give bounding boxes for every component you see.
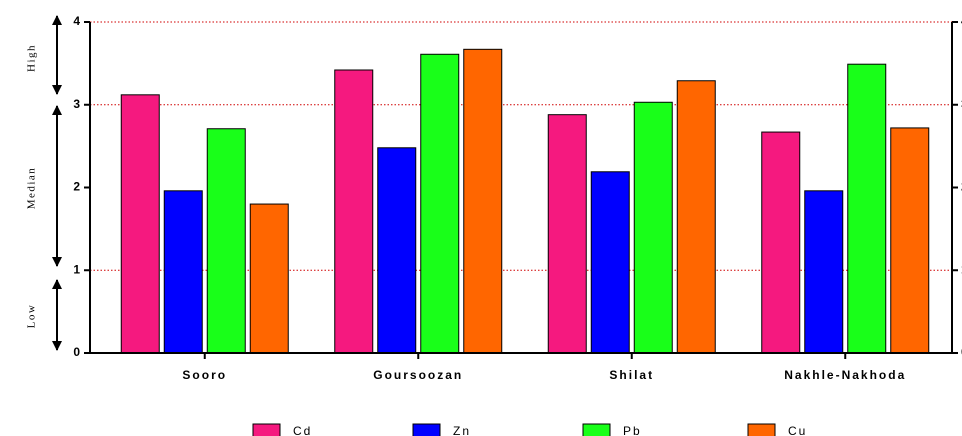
x-tick-label: Goursoozan	[373, 368, 463, 382]
bar	[590, 171, 630, 354]
legend-swatch	[747, 423, 776, 436]
bar	[633, 101, 673, 354]
x-tick-label: Shilat	[609, 368, 654, 382]
legend-label: Cd	[293, 424, 312, 436]
bar	[847, 63, 887, 354]
bar	[377, 147, 417, 354]
y-tick-label: 0	[73, 345, 80, 359]
annotation: Low	[26, 304, 38, 329]
annotation: Median	[26, 167, 38, 210]
bar	[120, 94, 160, 354]
bar	[206, 128, 246, 354]
y-tick-label: 3	[73, 97, 80, 111]
bar	[163, 190, 203, 354]
legend-swatch	[252, 423, 281, 436]
legend-swatch	[582, 423, 611, 436]
legend-swatch	[412, 423, 441, 436]
y-tick-label: 2	[73, 180, 80, 194]
bar	[804, 190, 844, 354]
bar	[249, 203, 289, 354]
bar	[463, 48, 503, 354]
legend-label: Zn	[453, 424, 471, 436]
bar	[761, 131, 801, 354]
bar	[890, 127, 930, 354]
y-tick-label: 4	[73, 14, 80, 28]
bar	[334, 69, 374, 354]
annotation: High	[26, 44, 38, 72]
bar	[676, 80, 716, 354]
legend-label: Pb	[623, 424, 642, 436]
x-tick-label: Nakhle-Nakhoda	[784, 368, 906, 382]
y-tick-label: 1	[73, 262, 80, 276]
bar	[547, 114, 587, 354]
x-tick-label: Sooro	[182, 368, 227, 382]
legend-label: Cu	[788, 424, 807, 436]
bar	[420, 53, 460, 354]
